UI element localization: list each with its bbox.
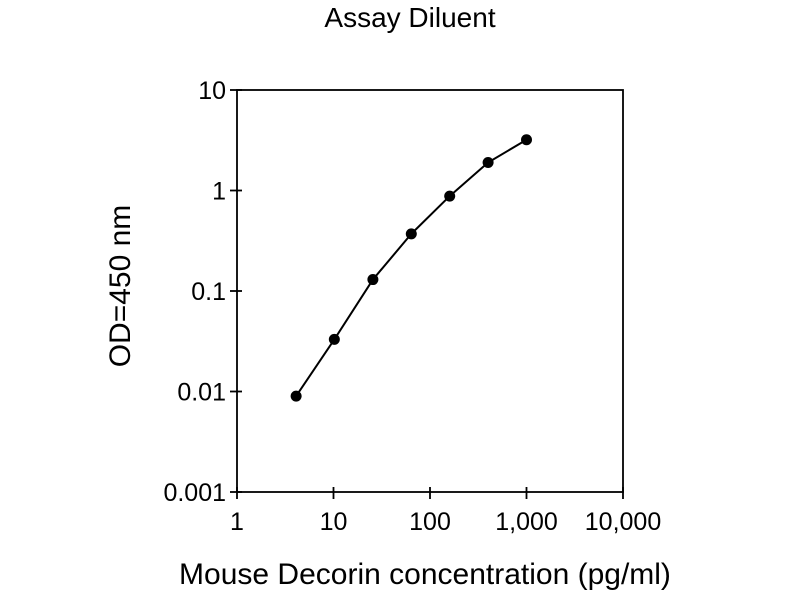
data-point [482,156,494,168]
y-axis-title: OD=450 nm [104,204,137,368]
data-point [444,190,456,202]
chart-title: Assay Diluent [324,2,496,33]
x-tick-label: 10,000 [585,508,661,536]
x-axis-title: Mouse Decorin concentration (pg/ml) [179,558,671,591]
data-point [328,333,340,345]
y-tick-label: 10 [198,77,226,105]
y-tick-label: 0.001 [163,479,226,507]
data-point [367,274,379,286]
plot-frame [236,89,624,493]
y-tick-label: 0.01 [177,379,226,407]
x-tick-label: 100 [409,508,451,536]
y-tick-label: 1 [212,178,226,206]
data-point [290,390,302,402]
y-tick-label: 0.1 [191,278,226,306]
x-tick-label: 10 [320,508,348,536]
data-point [405,228,417,240]
data-point [521,134,532,146]
x-tick-label: 1,000 [495,508,558,536]
series-line [295,138,528,397]
x-tick-label: 1 [230,508,244,536]
